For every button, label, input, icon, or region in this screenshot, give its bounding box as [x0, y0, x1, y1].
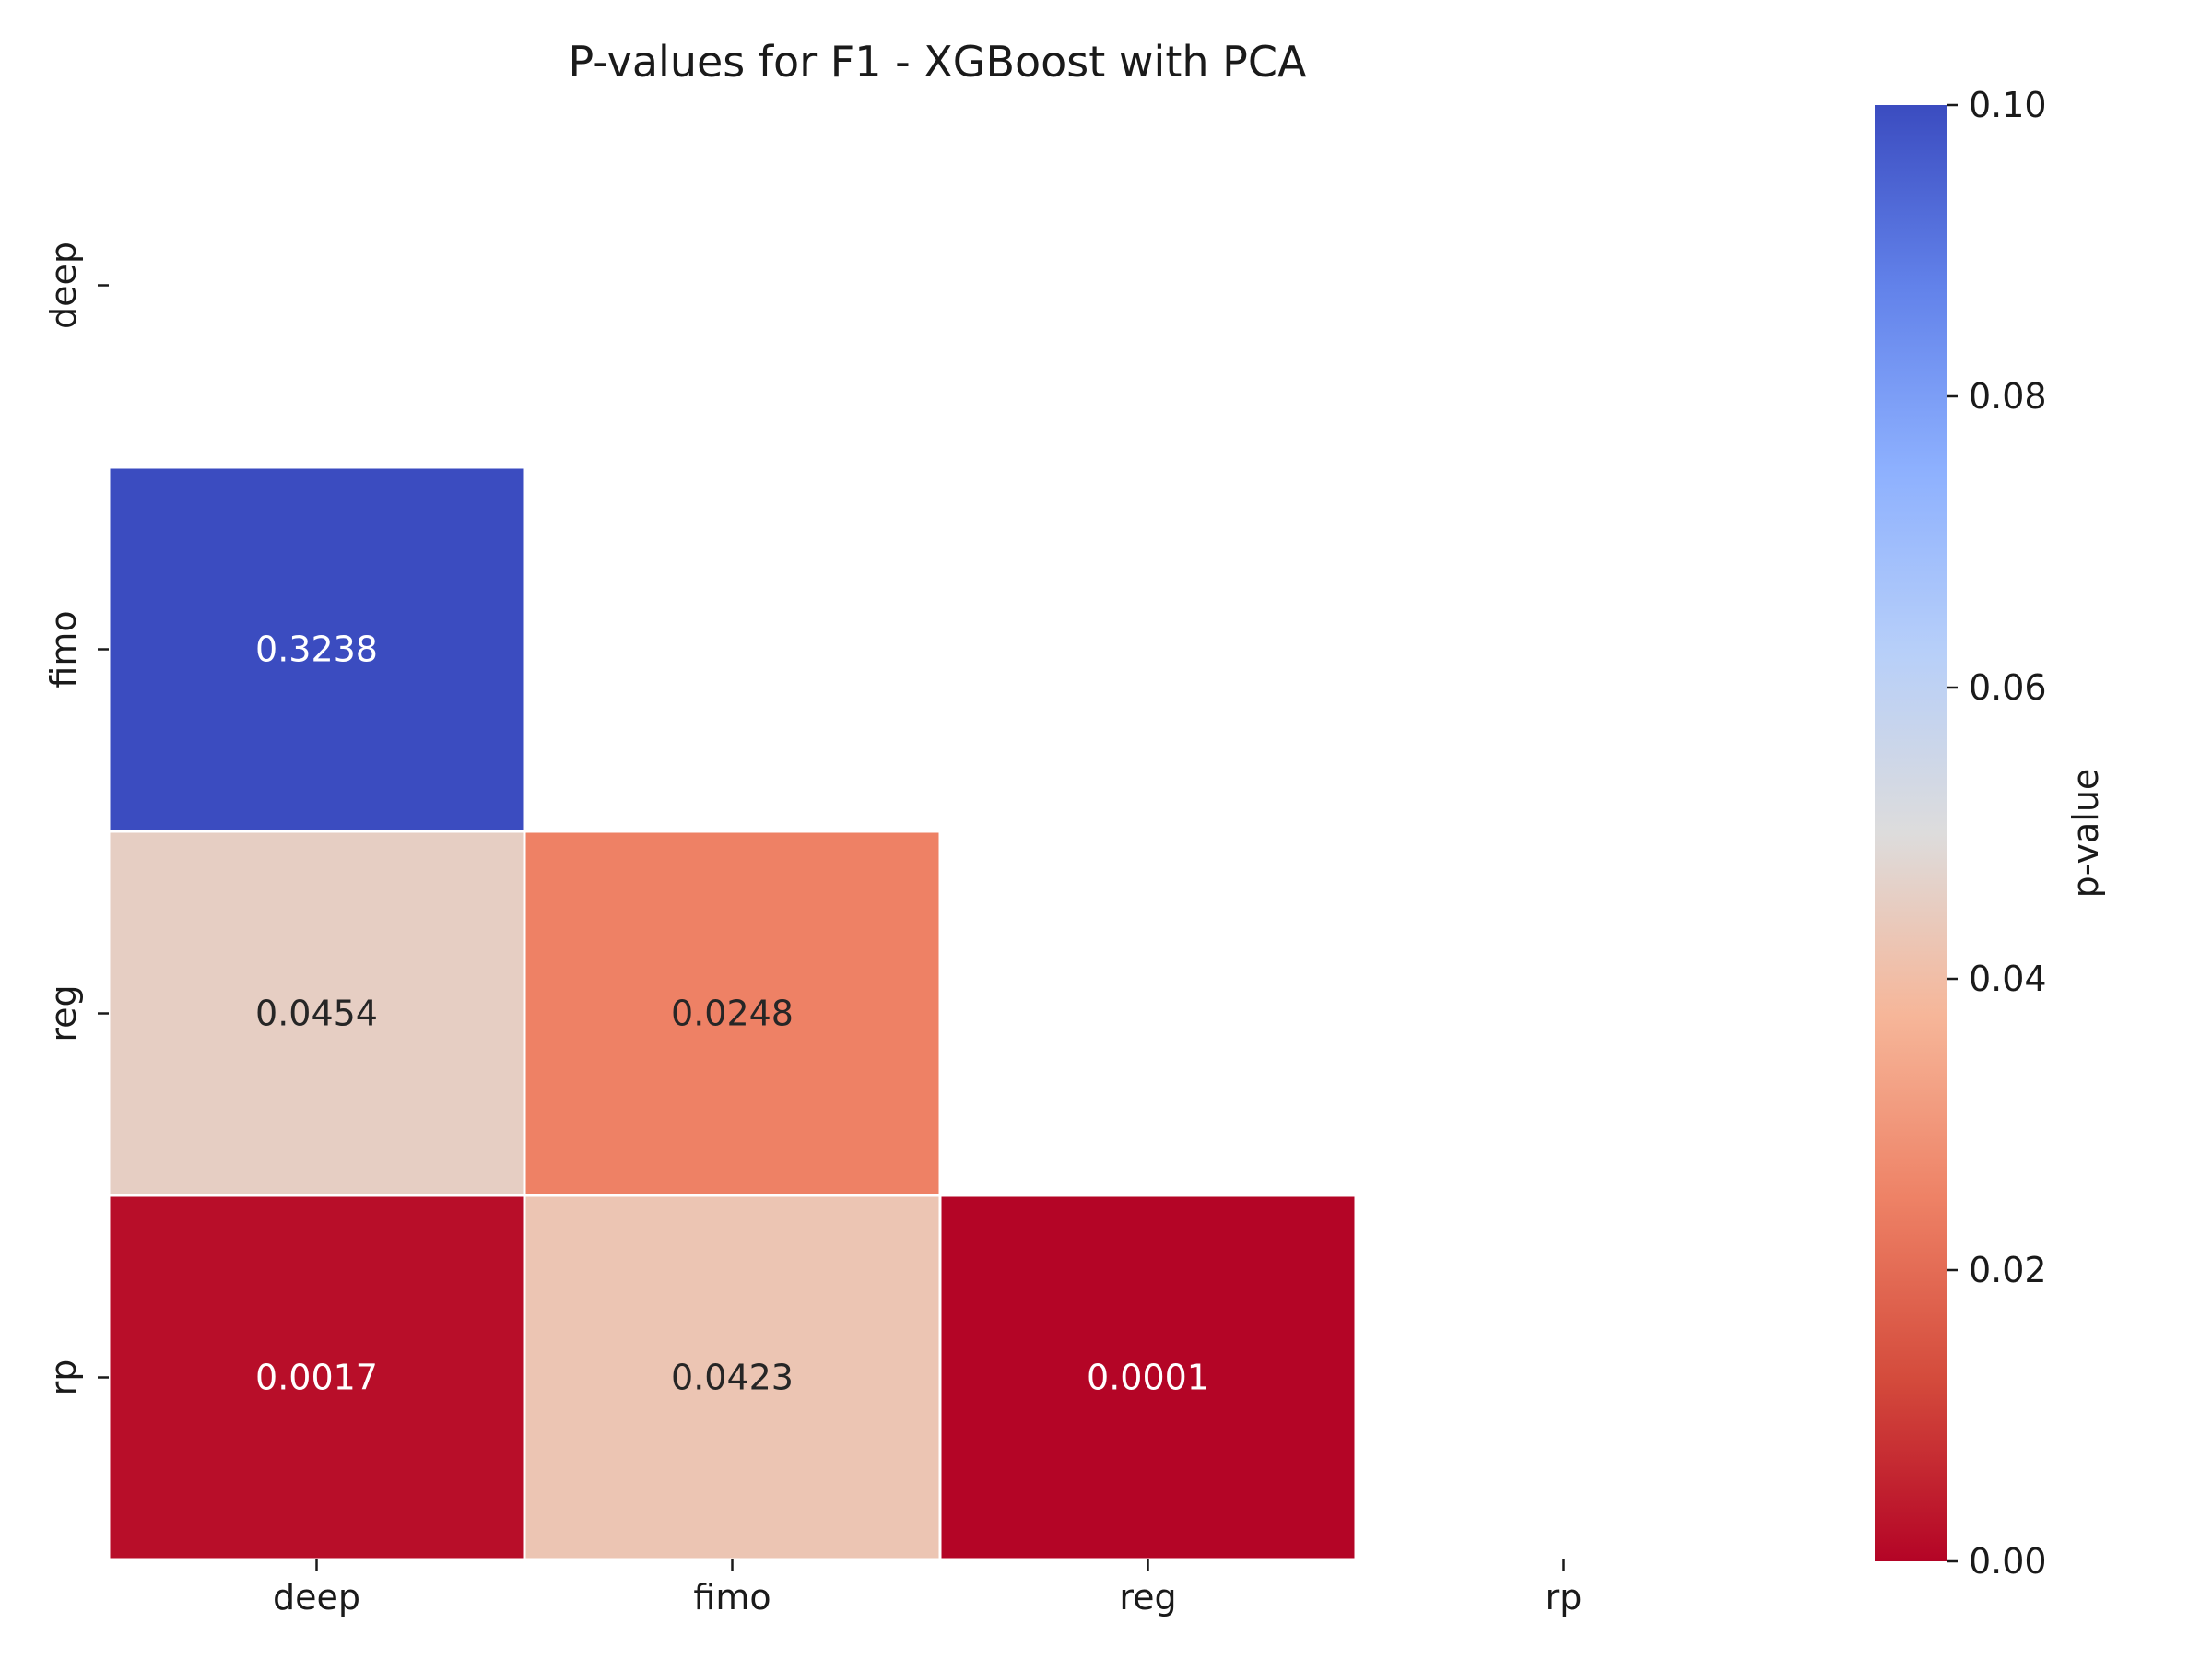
- x-tick-label-reg: reg: [1119, 1577, 1176, 1618]
- heatmap-cell-reg-deep: 0.0454: [107, 830, 526, 1197]
- cell-value-label: 0.0454: [255, 994, 378, 1034]
- heatmap-cells: 0.3238 0.0454 0.0248 0.0017 0.0423 0.0001: [107, 465, 1358, 1561]
- y-tick-label-fimo: fimo: [43, 610, 84, 688]
- heatmap-cell-rp-fimo: 0.0423: [523, 1194, 942, 1561]
- colorbar-tick-label: 0.10: [1969, 85, 2047, 125]
- cell-value-label: 0.0248: [671, 994, 794, 1034]
- heatmap-cell-rp-reg: 0.0001: [938, 1194, 1358, 1561]
- cell-rect: [107, 1194, 526, 1561]
- y-tick-label-reg: reg: [43, 984, 84, 1041]
- colorbar-tick-label: 0.04: [1969, 959, 2047, 999]
- colorbar-rect: [1875, 105, 1947, 1561]
- heatmap-cell-reg-fimo: 0.0248: [523, 830, 942, 1197]
- cell-value-label: 0.0017: [255, 1358, 378, 1398]
- x-axis: deep fimo reg rp: [273, 1559, 1582, 1618]
- colorbar: 0.00 0.02 0.04 0.06 0.08 0.10 p-value: [1875, 85, 2106, 1582]
- x-tick-label-fimo: fimo: [693, 1577, 771, 1618]
- cell-rect: [107, 830, 526, 1197]
- y-axis: deep fimo reg rp: [43, 241, 109, 1395]
- x-tick-label-rp: rp: [1546, 1577, 1583, 1618]
- cell-value-label: 0.0423: [671, 1358, 794, 1398]
- y-tick-label-rp: rp: [43, 1359, 84, 1396]
- heatmap-cell-fimo-deep: 0.3238: [107, 465, 526, 833]
- x-tick-label-deep: deep: [273, 1577, 360, 1618]
- chart-title: P-values for F1 - XGBoost with PCA: [568, 37, 1307, 87]
- heatmap-cell-rp-deep: 0.0017: [107, 1194, 526, 1561]
- y-tick-label-deep: deep: [43, 241, 84, 329]
- colorbar-tick-label: 0.00: [1969, 1541, 2047, 1582]
- colorbar-tick-label: 0.02: [1969, 1250, 2047, 1290]
- cell-rect: [523, 830, 942, 1197]
- colorbar-tick-label: 0.06: [1969, 667, 2047, 708]
- colorbar-label: p-value: [2065, 769, 2106, 899]
- cell-rect: [107, 465, 526, 833]
- cell-value-label: 0.3238: [255, 629, 378, 670]
- cell-value-label: 0.0001: [1087, 1358, 1209, 1398]
- colorbar-tick-label: 0.08: [1969, 376, 2047, 417]
